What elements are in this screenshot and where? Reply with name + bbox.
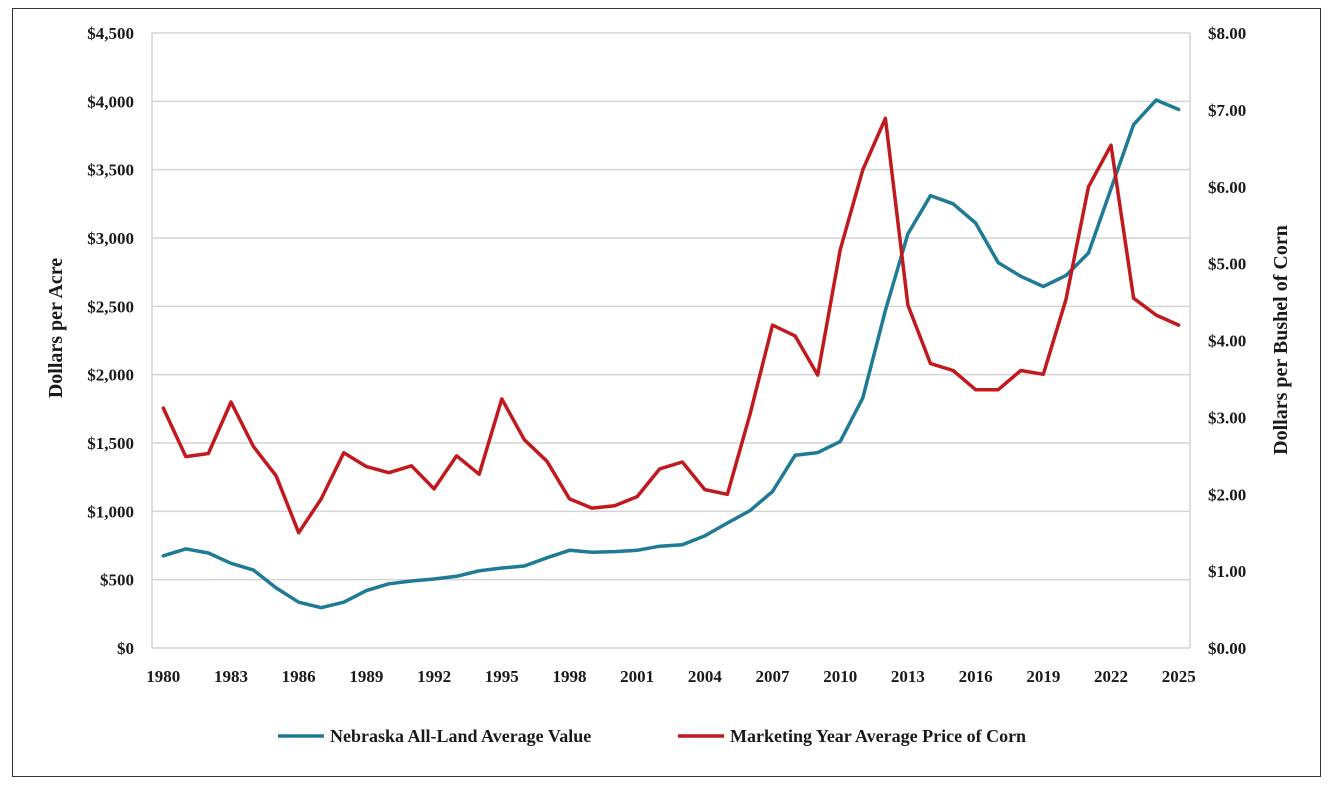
x-tick-label: 1995 (485, 667, 519, 686)
legend: Nebraska All-Land Average Value Marketin… (278, 726, 1026, 746)
left-tick-label: $2,000 (87, 366, 134, 385)
right-tick-label: $1.00 (1208, 562, 1246, 581)
right-tick-label: $7.00 (1208, 101, 1246, 120)
left-tick-label: $3,500 (87, 161, 134, 180)
x-tick-label: 2022 (1094, 667, 1128, 686)
right-tick-label: $6.00 (1208, 178, 1246, 197)
x-tick-label: 2013 (891, 667, 925, 686)
x-tick-label: 1983 (214, 667, 248, 686)
x-tick-label: 2016 (959, 667, 993, 686)
x-axis-ticks: 1980 1983 1986 1989 1992 1995 1998 2001 2004 2007… (146, 667, 1195, 686)
right-tick-label: $3.00 (1208, 408, 1246, 427)
x-tick-label: 1989 (349, 667, 383, 686)
legend-label-corn-price: Marketing Year Average Price of Corn (730, 726, 1026, 746)
right-tick-label: $0.00 (1208, 639, 1246, 658)
series-line-corn-price (161, 116, 1181, 535)
x-tick-label: 1980 (146, 667, 180, 686)
left-tick-label: $2,500 (87, 297, 134, 316)
right-tick-label: $8.00 (1208, 24, 1246, 43)
right-tick-label: $5.00 (1208, 255, 1246, 274)
right-axis-title: Dollars per Bushel of Corn (1270, 225, 1292, 455)
series-line-land-value (161, 98, 1181, 610)
x-tick-label: 1986 (282, 667, 316, 686)
left-tick-label: $500 (100, 571, 134, 590)
x-tick-label: 2025 (1162, 667, 1196, 686)
x-tick-label: 2010 (823, 667, 857, 686)
left-tick-label: $0 (117, 639, 134, 658)
left-axis-title: Dollars per Acre (45, 258, 67, 398)
left-tick-label: $1,000 (87, 502, 134, 521)
gridlines (151, 32, 1191, 649)
x-tick-label: 2019 (1026, 667, 1060, 686)
chart-frame (12, 8, 1321, 777)
right-tick-label: $2.00 (1208, 485, 1246, 504)
left-axis-ticks: $0 $500 $1,000 $1,500 $2,000 $2,500 $3,000 $3,5… (87, 24, 134, 658)
x-tick-label: 1998 (552, 667, 586, 686)
x-tick-label: 2001 (620, 667, 654, 686)
x-tick-label: 2007 (756, 667, 791, 686)
x-tick-label: 2004 (688, 667, 723, 686)
series-lines (161, 98, 1181, 610)
left-tick-label: $4,000 (87, 92, 134, 111)
left-tick-label: $3,000 (87, 229, 134, 248)
right-axis-ticks: $0.00 $1.00 $2.00 $3.00 $4.00 $5.00 $6.00 $7.00… (1208, 24, 1246, 658)
left-tick-label: $1,500 (87, 434, 134, 453)
right-tick-label: $4.00 (1208, 332, 1246, 351)
legend-label-land-value: Nebraska All-Land Average Value (330, 726, 591, 746)
left-tick-label: $4,500 (87, 24, 134, 43)
x-tick-label: 1992 (417, 667, 451, 686)
